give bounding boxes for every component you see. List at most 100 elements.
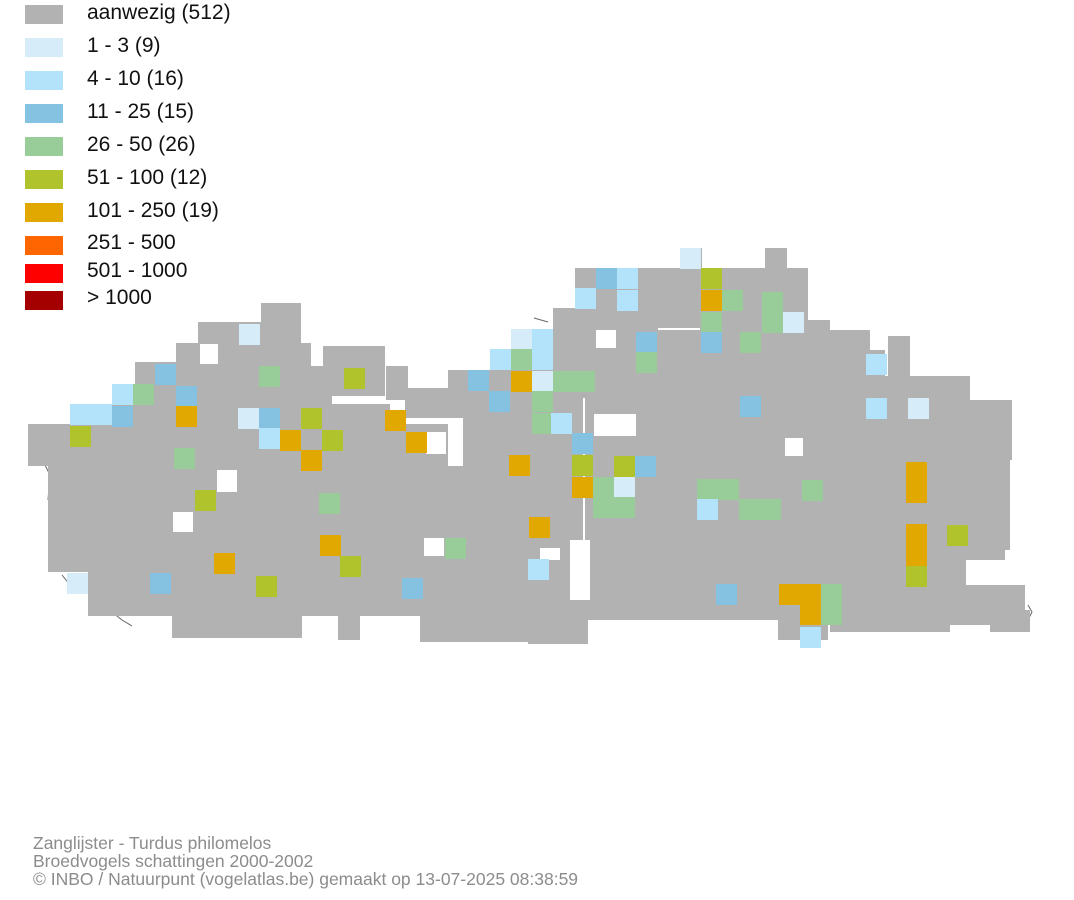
count-cell <box>906 462 927 483</box>
presence-block <box>888 336 910 376</box>
count-cell <box>740 396 761 417</box>
count-cell <box>572 433 593 454</box>
count-cell <box>532 391 553 412</box>
legend-swatch <box>25 291 63 310</box>
count-cell <box>490 349 511 370</box>
count-cell <box>636 332 657 353</box>
count-cell <box>762 312 783 333</box>
count-cell <box>783 312 804 333</box>
count-cell <box>680 248 701 269</box>
species-name: Zanglijster - Turdus philomelos <box>33 833 272 853</box>
legend-item-4-10: 4 - 10 (16) <box>25 68 325 96</box>
legend-swatch <box>25 71 63 90</box>
count-cell <box>617 290 638 311</box>
absence-gap <box>173 512 193 532</box>
count-cell <box>468 370 489 391</box>
legend-label: > 1000 <box>87 286 152 309</box>
count-cell <box>762 292 783 313</box>
presence-block <box>590 388 655 408</box>
count-cell <box>593 497 614 518</box>
legend-label: 251 - 500 <box>87 231 176 254</box>
count-cell <box>697 479 718 500</box>
count-cell <box>195 490 216 511</box>
map-footer: Zanglijster - Turdus philomelos Broedvog… <box>33 834 578 888</box>
count-cell <box>614 477 635 498</box>
legend-item-251-500: 251 - 500 <box>25 231 325 261</box>
count-cell <box>614 456 635 477</box>
legend-item-51-100: 51 - 100 (12) <box>25 167 325 195</box>
legend-swatch <box>25 236 63 255</box>
count-cell <box>112 406 133 427</box>
count-cell <box>70 404 91 425</box>
count-cell <box>740 332 761 353</box>
absence-gap <box>426 432 446 454</box>
count-cell <box>636 352 657 373</box>
count-cell <box>344 368 365 389</box>
count-cell <box>532 371 553 392</box>
count-cell <box>701 290 722 311</box>
count-cell <box>800 604 821 625</box>
legend-label: 11 - 25 (15) <box>87 100 194 123</box>
count-cell <box>322 430 343 451</box>
count-cell <box>406 432 427 453</box>
absence-gap <box>217 470 237 492</box>
count-cell <box>614 497 635 518</box>
presence-block <box>48 526 463 572</box>
absence-gap <box>424 538 444 556</box>
count-cell <box>301 408 322 429</box>
count-cell <box>760 499 781 520</box>
count-cell <box>716 584 737 605</box>
presence-area <box>28 248 1030 644</box>
absence-gap <box>200 344 218 364</box>
count-cell <box>800 584 821 605</box>
absence-gap <box>1010 460 1030 580</box>
count-cell <box>155 364 176 385</box>
legend-item-26-50: 26 - 50 (26) <box>25 134 325 162</box>
count-cell <box>906 524 927 545</box>
count-cell <box>239 324 260 345</box>
presence-block <box>785 330 845 370</box>
legend-swatch <box>25 203 63 222</box>
presence-block <box>261 303 301 343</box>
legend-label: 51 - 100 (12) <box>87 166 208 189</box>
count-cell <box>238 408 259 429</box>
count-cell <box>214 553 235 574</box>
count-cell <box>635 456 656 477</box>
count-cell <box>70 426 91 447</box>
count-cell <box>866 354 887 375</box>
count-cell <box>947 525 968 546</box>
absence-gap <box>596 330 616 348</box>
count-cell <box>908 398 929 419</box>
count-cell <box>617 268 638 289</box>
presence-block <box>990 610 1030 632</box>
count-cell <box>574 371 595 392</box>
legend-swatch <box>25 38 63 57</box>
legend-item-aanwezig: aanwezig (512) <box>25 2 325 30</box>
count-cell <box>529 517 550 538</box>
count-cell <box>256 576 277 597</box>
legend-label: 501 - 1000 <box>87 259 188 282</box>
count-cell <box>718 479 739 500</box>
count-cell <box>596 268 617 289</box>
legend-item-over-1000: > 1000 <box>25 286 325 317</box>
count-cell <box>301 450 322 471</box>
legend-label: 1 - 3 (9) <box>87 34 161 57</box>
count-cell <box>572 477 593 498</box>
legend-swatch <box>25 5 63 24</box>
count-cell <box>701 312 722 333</box>
count-cell <box>176 386 197 407</box>
legend-swatch <box>25 137 63 156</box>
count-cell <box>906 566 927 587</box>
count-cell <box>511 329 532 350</box>
presence-block <box>28 424 448 466</box>
legend-label: aanwezig (512) <box>87 1 231 24</box>
legend-item-501-1000: 501 - 1000 <box>25 259 325 289</box>
presence-block <box>765 248 787 278</box>
count-cell <box>553 371 574 392</box>
flanders-grid-map <box>28 248 1033 648</box>
count-cell <box>802 480 823 501</box>
presence-block <box>386 366 408 400</box>
count-cell <box>572 455 593 476</box>
legend-swatch <box>25 264 63 283</box>
count-cell <box>575 288 596 309</box>
